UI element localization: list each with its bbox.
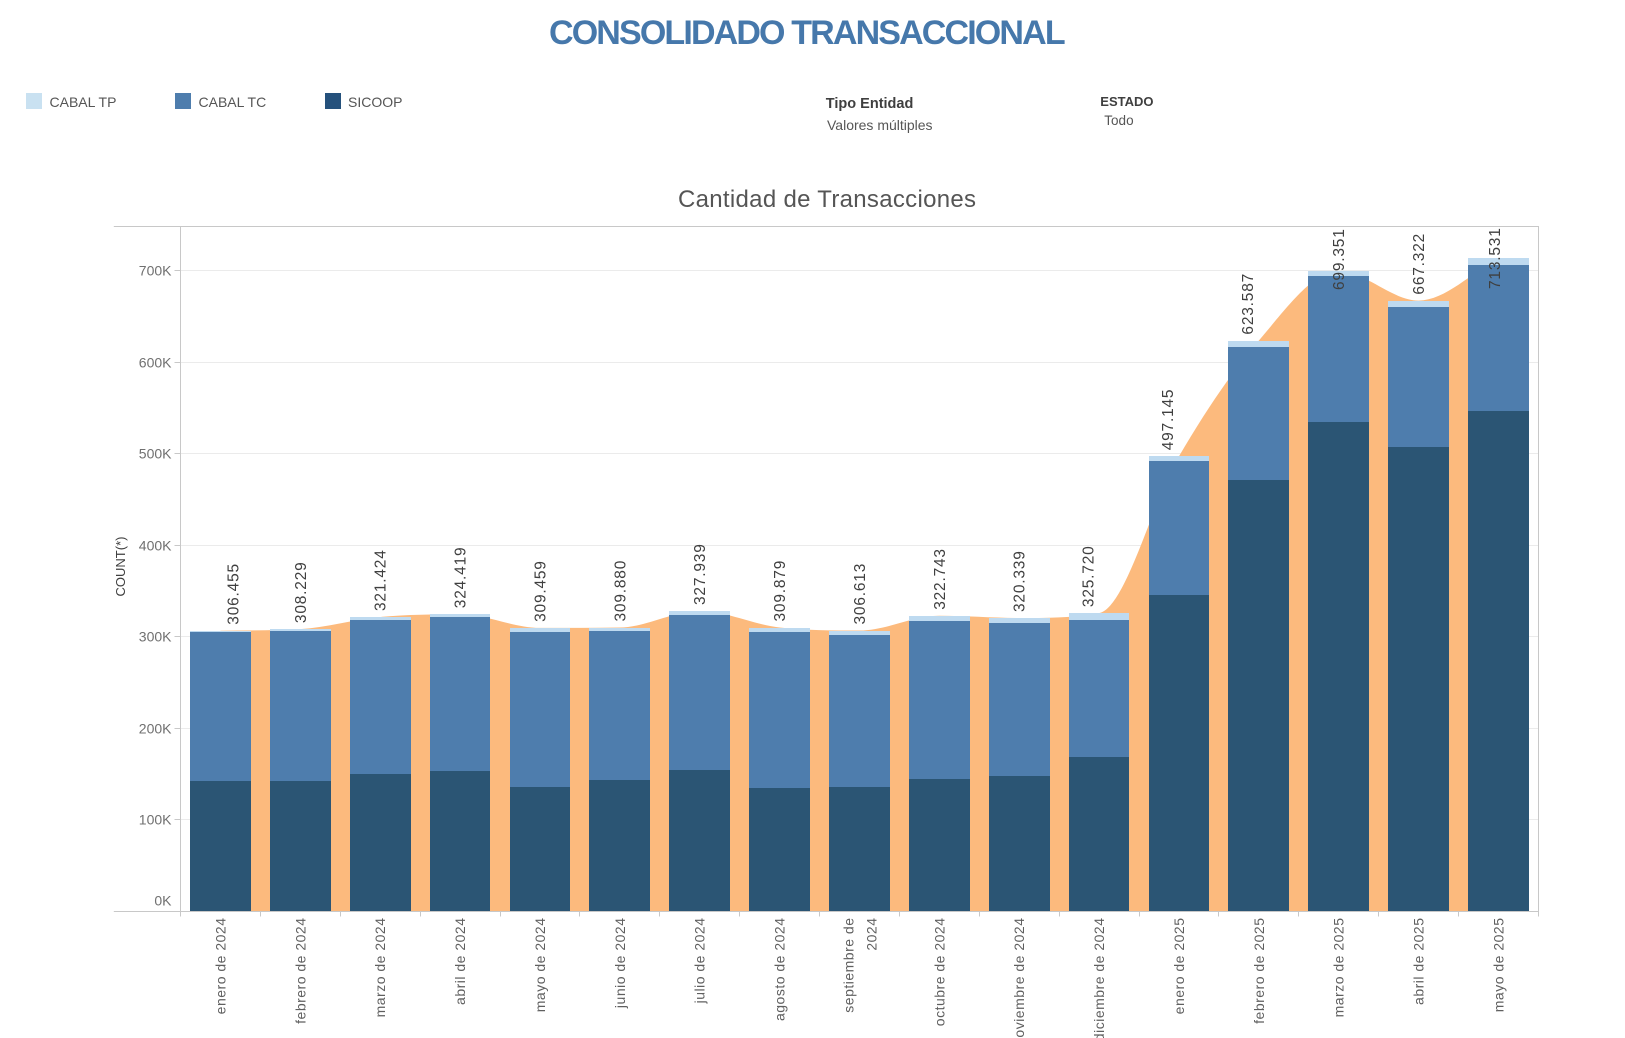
svg-text:700K: 700K — [139, 263, 172, 279]
svg-text:mayo de 2024: mayo de 2024 — [532, 918, 548, 1013]
svg-text:junio de 2024: junio de 2024 — [612, 918, 628, 1010]
svg-text:322.743: 322.743 — [932, 548, 949, 610]
svg-text:324.419: 324.419 — [453, 547, 470, 609]
svg-text:2024: 2024 — [864, 918, 880, 951]
svg-text:300K: 300K — [139, 629, 172, 645]
svg-text:julio de 2024: julio de 2024 — [692, 918, 708, 1005]
svg-text:600K: 600K — [139, 355, 172, 371]
svg-text:enero de 2024: enero de 2024 — [212, 918, 228, 1015]
svg-text:diciembre de 2024: diciembre de 2024 — [1091, 918, 1107, 1038]
svg-text:306.455: 306.455 — [225, 563, 242, 625]
svg-text:noviembre de 2024: noviembre de 2024 — [1011, 918, 1027, 1038]
svg-text:309.879: 309.879 — [772, 560, 789, 622]
svg-text:325.720: 325.720 — [1080, 545, 1097, 607]
svg-text:497.145: 497.145 — [1160, 389, 1177, 451]
svg-text:abril de 2025: abril de 2025 — [1411, 918, 1427, 1005]
svg-text:abril de 2024: abril de 2024 — [452, 918, 468, 1005]
svg-text:mayo de 2025: mayo de 2025 — [1491, 918, 1507, 1013]
svg-text:306.613: 306.613 — [852, 563, 869, 625]
svg-text:667.322: 667.322 — [1411, 233, 1428, 295]
svg-text:308.229: 308.229 — [293, 561, 310, 623]
svg-text:100K: 100K — [139, 812, 172, 828]
svg-text:320.339: 320.339 — [1012, 550, 1029, 612]
svg-text:febrero de 2024: febrero de 2024 — [292, 918, 308, 1024]
svg-text:400K: 400K — [139, 538, 172, 554]
svg-text:321.424: 321.424 — [373, 549, 390, 611]
svg-text:agosto de 2024: agosto de 2024 — [772, 918, 788, 1022]
svg-text:500K: 500K — [139, 446, 172, 462]
svg-text:309.459: 309.459 — [532, 560, 549, 622]
svg-text:febrero de 2025: febrero de 2025 — [1251, 918, 1267, 1024]
svg-text:200K: 200K — [139, 721, 172, 737]
svg-text:309.880: 309.880 — [612, 560, 629, 622]
svg-text:COUNT(*): COUNT(*) — [113, 537, 128, 597]
svg-text:0K: 0K — [154, 893, 172, 909]
svg-text:713.531: 713.531 — [1487, 227, 1504, 289]
svg-text:octubre de 2024: octubre de 2024 — [931, 918, 947, 1027]
svg-text:699.351: 699.351 — [1331, 228, 1348, 290]
svg-text:623.587: 623.587 — [1240, 273, 1257, 335]
svg-text:marzo de 2024: marzo de 2024 — [372, 918, 388, 1018]
svg-text:septiembre de: septiembre de — [841, 918, 857, 1013]
svg-text:327.939: 327.939 — [692, 543, 709, 605]
svg-text:enero de 2025: enero de 2025 — [1171, 918, 1187, 1015]
svg-text:marzo de 2025: marzo de 2025 — [1331, 918, 1347, 1018]
